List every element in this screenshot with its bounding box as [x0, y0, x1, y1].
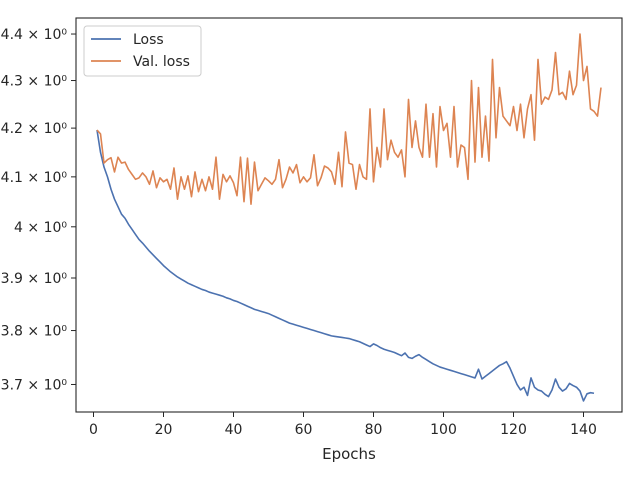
- legend-label-val-loss: Val. loss: [133, 54, 190, 70]
- legend: Loss Val. loss: [83, 25, 202, 77]
- x-tick-label: 140: [570, 422, 597, 438]
- x-tick-label: 100: [430, 422, 457, 438]
- y-tick-label: 4.2 × 10⁰: [1, 121, 68, 137]
- y-tick-label: 3.8 × 10⁰: [1, 324, 68, 340]
- y-tick-label: 3.9 × 10⁰: [1, 271, 68, 287]
- series-line-val-loss: [96, 33, 602, 205]
- x-tick-label: 120: [500, 422, 527, 438]
- x-axis-label: Epochs: [322, 445, 376, 463]
- x-tick-label: 60: [295, 422, 313, 438]
- x-tick-label: 80: [365, 422, 383, 438]
- y-tick-label: 4.4 × 10⁰: [1, 27, 68, 43]
- y-tick-label: 3.7 × 10⁰: [1, 377, 68, 393]
- x-tick-label: 40: [225, 422, 243, 438]
- y-axis: 3.7 × 10⁰ 3.8 × 10⁰ 3.9 × 10⁰ 4 × 10⁰ 4.1 × …: [1, 27, 76, 393]
- x-tick-label: 20: [155, 422, 173, 438]
- x-tick-label: 0: [89, 422, 98, 438]
- x-axis: 0 20 40 60 80 100 120 140: [89, 412, 597, 438]
- plot-background: [76, 18, 622, 412]
- y-tick-label: 4.1 × 10⁰: [1, 170, 68, 186]
- legend-label-loss: Loss: [133, 32, 164, 48]
- y-tick-label: 4.3 × 10⁰: [1, 74, 68, 90]
- plot-frame: [75, 17, 623, 413]
- y-tick-label: 4 × 10⁰: [14, 220, 67, 236]
- series-layer: [96, 33, 602, 402]
- series-line-loss: [96, 129, 595, 402]
